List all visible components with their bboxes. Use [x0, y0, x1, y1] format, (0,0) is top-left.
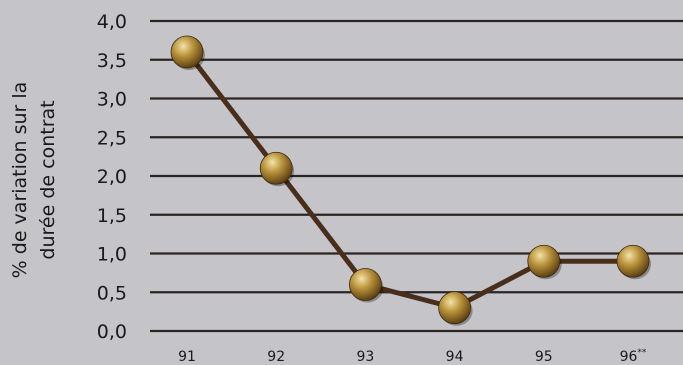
data-point-94: [438, 291, 473, 326]
y-tick-label: 4,0: [97, 11, 127, 33]
x-tick-label: 93: [356, 349, 374, 365]
x-tick-label: 92: [267, 349, 285, 365]
data-point-96: [616, 244, 651, 280]
data-point-93: [348, 268, 384, 303]
y-tick-label: 2,5: [97, 127, 127, 149]
y-tick-label: 0,0: [97, 321, 127, 343]
y-axis-label-line-1: % de variation sur la: [9, 82, 31, 279]
x-tick-label: 91: [178, 349, 196, 365]
y-tick-label: 2,0: [97, 166, 127, 188]
y-tick-label: 0,5: [97, 282, 127, 304]
y-tick-label: 1,5: [97, 205, 127, 227]
y-tick-label: 1,0: [97, 244, 127, 266]
data-point-92: [259, 151, 295, 187]
y-tick-label: 3,0: [97, 89, 127, 111]
series-line: [184, 49, 636, 311]
x-tick-label: 96**: [620, 348, 647, 365]
y-axis-label-line-2: durée de contrat: [37, 100, 59, 259]
x-tick-label: 94: [446, 349, 464, 365]
x-tick-label: 95: [535, 349, 553, 365]
y-tick-label: 3,5: [97, 50, 127, 72]
y-tick-labels: 0,0 0,5 1,0 1,5 2,0 2,5 3,0 3,5 4,0: [97, 11, 127, 343]
data-point-95: [527, 244, 562, 280]
y-axis-label: % de variation sur la durée de contrat: [9, 82, 59, 279]
data-series: [184, 49, 636, 311]
data-point-91: [170, 35, 205, 70]
data-points: [170, 35, 651, 326]
gridlines: [150, 19, 683, 333]
x-tick-labels: 91 92 93 94 95 96**: [178, 348, 647, 365]
